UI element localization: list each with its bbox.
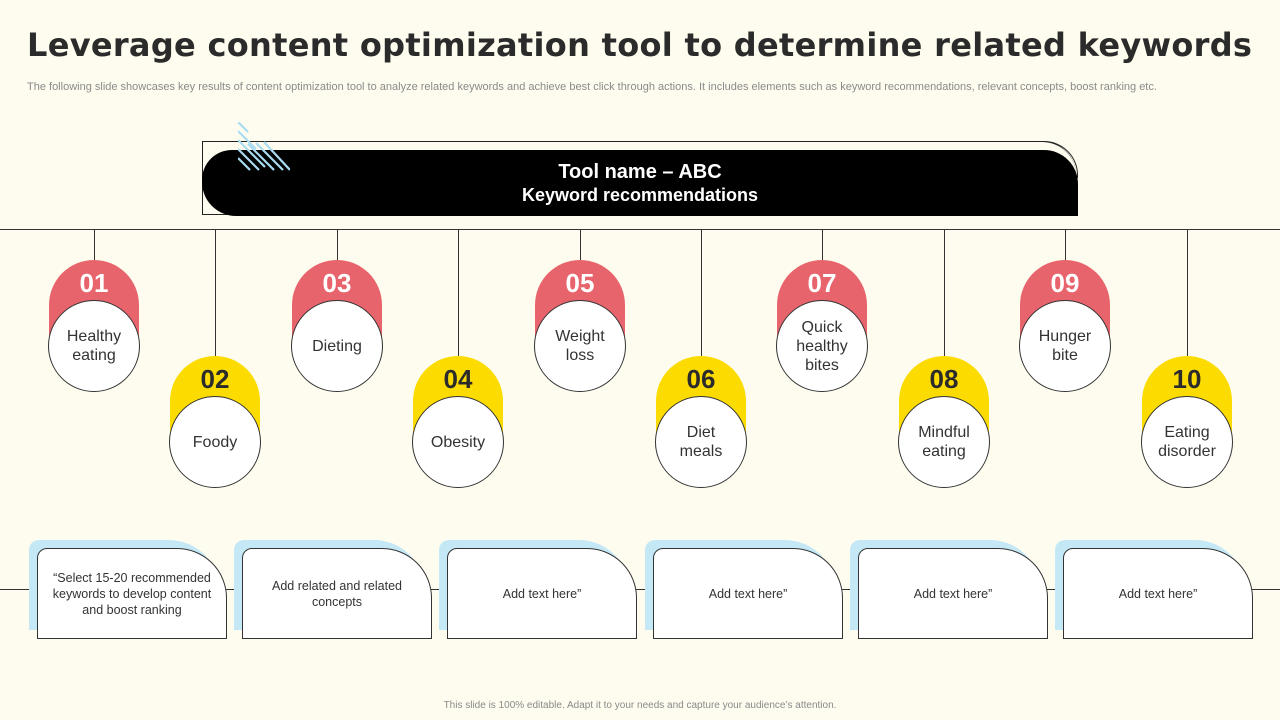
keyword-circle: Healthy eating — [48, 300, 140, 392]
connector-line — [94, 229, 95, 260]
keyword-label: Weight loss — [555, 328, 605, 364]
keyword-label: Healthy eating — [66, 328, 122, 364]
timeline-line — [0, 229, 1280, 230]
keyword-circle: Foody — [169, 396, 261, 488]
info-card: Add text here” — [447, 548, 637, 639]
info-card: “Select 15-20 recommended keywords to de… — [37, 548, 227, 639]
connector-line — [701, 229, 702, 356]
connector-line — [944, 229, 945, 356]
tool-banner: Tool name – ABC Keyword recommendations — [202, 150, 1078, 216]
card-text: Add text here” — [913, 586, 993, 601]
card-text: Add text here” — [708, 586, 788, 601]
keyword-label: Foody — [192, 433, 238, 451]
keyword-circle: Dieting — [291, 300, 383, 392]
keyword-label: Dieting — [312, 337, 362, 355]
card-text: Add related and related concepts — [272, 578, 402, 609]
card-text: Add text here” — [502, 586, 582, 601]
hatch-decoration-icon — [238, 122, 290, 171]
keyword-circle: Weight loss — [534, 300, 626, 392]
connector-line — [337, 229, 338, 260]
connector-line — [1065, 229, 1066, 260]
keyword-circle: Obesity — [412, 396, 504, 488]
info-card: Add text here” — [653, 548, 843, 639]
keyword-circle: Quick healthy bites — [776, 300, 868, 392]
keyword-label: Mindful eating — [918, 424, 970, 460]
keyword-circle: Hunger bite — [1019, 300, 1111, 392]
info-card: Add related and related concepts — [242, 548, 432, 639]
card-text: “Select 15-20 recommended keywords to de… — [52, 570, 212, 617]
footer-note: This slide is 100% editable. Adapt it to… — [443, 700, 837, 711]
keyword-circle: Eating disorder — [1141, 396, 1233, 488]
connector-line — [1187, 229, 1188, 356]
info-card: Add text here” — [858, 548, 1048, 639]
connector-line — [580, 229, 581, 260]
keyword-label: Diet meals — [679, 424, 723, 460]
connector-line — [215, 229, 216, 356]
connector-line — [822, 229, 823, 260]
keyword-circle: Mindful eating — [898, 396, 990, 488]
keyword-label: Eating disorder — [1158, 424, 1216, 460]
cards-baseline — [0, 589, 1280, 590]
keyword-circle: Diet meals — [655, 396, 747, 488]
banner-title: Tool name – ABC — [558, 161, 722, 183]
keyword-label: Obesity — [430, 433, 486, 451]
slide-subtitle: The following slide showcases key result… — [27, 81, 1157, 93]
banner-subtitle: Keyword recommendations — [521, 185, 759, 205]
slide-title: Leverage content optimization tool to de… — [27, 26, 1253, 64]
keyword-label: Quick healthy bites — [796, 318, 848, 374]
connector-line — [458, 229, 459, 356]
keyword-label: Hunger bite — [1038, 328, 1092, 364]
info-card: Add text here” — [1063, 548, 1253, 639]
card-text: Add text here” — [1118, 586, 1198, 601]
